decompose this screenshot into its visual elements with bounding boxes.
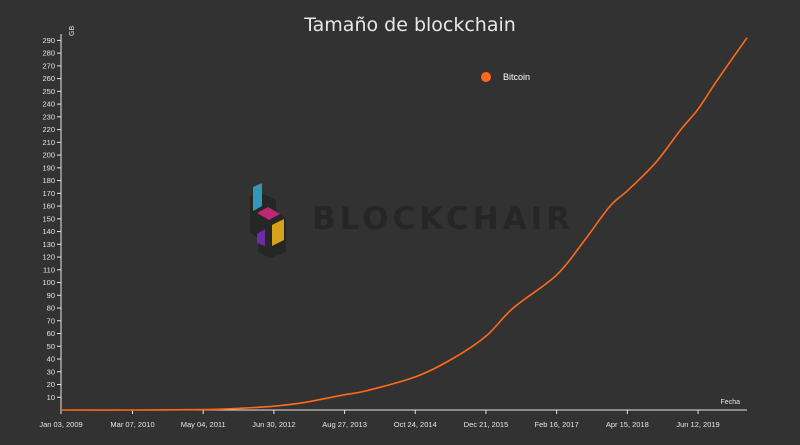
x-tick-label: Jun 12, 2019 — [676, 420, 719, 429]
legend-label-bitcoin: Bitcoin — [503, 72, 530, 82]
chart-title: Tamaño de blockchain — [303, 14, 516, 36]
x-tick-label: Aug 27, 2013 — [322, 420, 367, 429]
x-axis-ticks: Jan 03, 2009 Mar 07, 2010 May 04, 2011 Jun … — [39, 410, 720, 429]
y-tick-label: 120 — [42, 253, 55, 262]
y-tick-label: 80 — [47, 304, 55, 313]
blockchair-logo-icon — [250, 183, 286, 258]
y-tick-label: 110 — [43, 265, 55, 274]
legend: Bitcoin — [481, 72, 530, 82]
y-tick-label: 270 — [42, 61, 55, 70]
x-tick-label: May 04, 2011 — [181, 420, 226, 429]
y-tick-label: 280 — [42, 49, 55, 58]
y-tick-label: 210 — [42, 138, 55, 147]
legend-marker-bitcoin — [481, 72, 491, 82]
x-tick-label: Jun 30, 2012 — [252, 420, 295, 429]
x-tick-label: Apr 15, 2018 — [606, 420, 649, 429]
y-tick-label: 160 — [42, 202, 55, 211]
x-tick-label: Jan 03, 2009 — [39, 420, 82, 429]
y-tick-label: 200 — [42, 151, 55, 160]
y-tick-label: 250 — [42, 87, 55, 96]
y-tick-label: 190 — [42, 163, 55, 172]
y-tick-label: 150 — [42, 214, 55, 223]
y-axis-ticks: 10 20 30 40 50 60 70 80 90 100 110 120 130 140 150 160 1… — [42, 36, 61, 402]
y-tick-label: 10 — [47, 393, 55, 402]
y-tick-label: 70 — [47, 316, 55, 325]
y-tick-label: 100 — [42, 278, 55, 287]
series-line-bitcoin — [60, 37, 748, 411]
y-axis-label: GB — [69, 26, 76, 36]
x-tick-label: Dec 21, 2015 — [464, 420, 509, 429]
x-axis-label: Fecha — [721, 399, 741, 406]
y-tick-label: 130 — [42, 240, 55, 249]
watermark: BLOCKCHAIR — [250, 183, 574, 258]
y-tick-label: 240 — [42, 100, 55, 109]
series-layer — [60, 37, 748, 411]
y-tick-label: 20 — [47, 380, 55, 389]
y-tick-label: 60 — [47, 329, 55, 338]
x-tick-label: Mar 07, 2010 — [110, 420, 154, 429]
x-tick-label: Oct 24, 2014 — [394, 420, 437, 429]
y-tick-label: 290 — [42, 36, 55, 45]
y-tick-label: 260 — [42, 74, 55, 83]
y-tick-label: 90 — [47, 291, 55, 300]
y-tick-label: 180 — [42, 176, 55, 185]
y-tick-label: 40 — [47, 355, 55, 364]
y-tick-label: 170 — [42, 189, 55, 198]
y-tick-label: 50 — [47, 342, 55, 351]
watermark-text: BLOCKCHAIR — [312, 201, 574, 237]
x-tick-label: Feb 16, 2017 — [535, 420, 579, 429]
y-tick-label: 230 — [42, 112, 55, 121]
y-tick-label: 140 — [42, 227, 55, 236]
y-tick-label: 220 — [42, 125, 55, 134]
y-tick-label: 30 — [47, 367, 55, 376]
